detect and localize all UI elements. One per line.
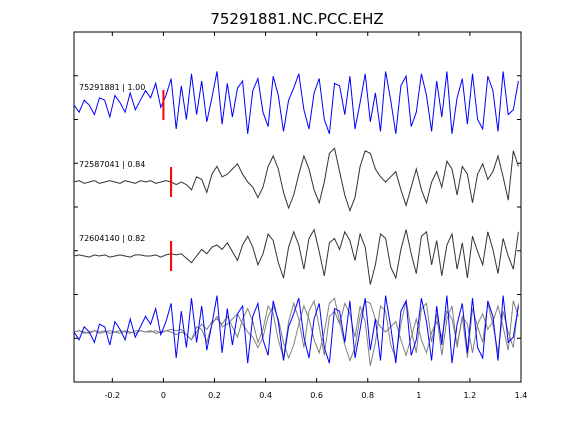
x-tick-label: 0.8 [361, 391, 374, 400]
overlay-line-3 [73, 299, 519, 366]
x-tick-label: 0.6 [310, 391, 323, 400]
x-tick-label: 0.2 [208, 391, 221, 400]
trace-labels: 75291881 | 1.00 72587041 | 0.84 72604140 |… [79, 83, 145, 243]
pick-markers [162, 90, 173, 271]
x-tick-label: 1.4 [515, 391, 528, 400]
chart-title: 75291881.NC.PCC.EHZ [210, 10, 383, 28]
trace-line-1 [73, 71, 519, 134]
x-tick-label: 1.2 [464, 391, 477, 400]
overlay-traces [73, 295, 519, 366]
x-tick-labels: -0.2 0 0.2 0.4 0.6 0.8 1 1.2 1.4 [105, 391, 528, 400]
x-tick-label: 0.4 [259, 391, 272, 400]
waveform-traces [73, 71, 519, 285]
x-tick-label: 0 [161, 391, 166, 400]
overlay-line-1 [73, 295, 519, 364]
axis-ticks [74, 31, 522, 383]
x-tick-label: 1 [416, 391, 421, 400]
trace-line-2 [73, 147, 519, 213]
trace-label-1: 75291881 | 1.00 [79, 83, 145, 92]
trace-label-3: 72604140 | 0.82 [79, 234, 145, 243]
x-tick-label: -0.2 [105, 391, 121, 400]
trace-label-2: 72587041 | 0.84 [79, 160, 145, 169]
trace-line-3 [73, 228, 519, 285]
